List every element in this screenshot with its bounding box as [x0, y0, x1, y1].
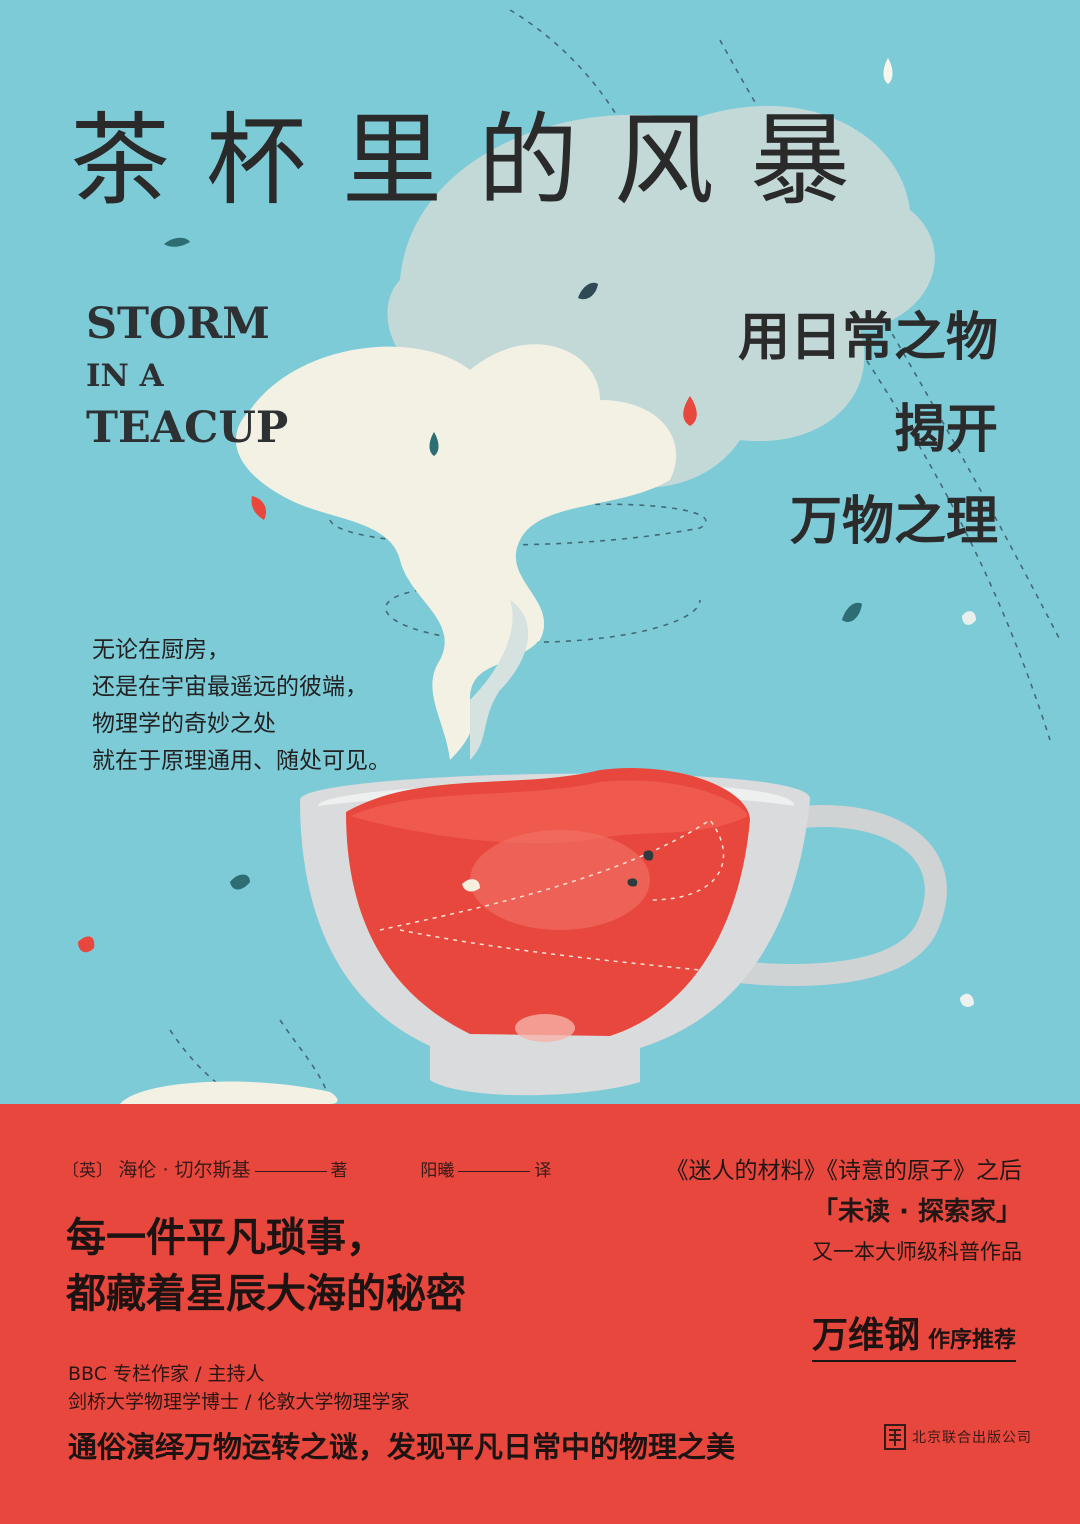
drop-white-3 [960, 993, 974, 1007]
dashed-swirl-right [719, 39, 1061, 641]
book-title: 茶杯里的风暴 [70, 102, 886, 219]
tagline-line-2: 都藏着星辰大海的秘密 [66, 1271, 466, 1317]
bio-line-2: 剑桥大学物理学博士 / 伦敦大学物理学家 [68, 1391, 410, 1413]
tea-dashed-line-1 [379, 818, 725, 931]
tea-leaf-white [462, 879, 480, 892]
blurb-line-3: 物理学的奇妙之处 [92, 711, 276, 737]
tea-leaf-dark-1 [643, 850, 654, 861]
tea-leaf-dark-2 [627, 878, 638, 887]
bio-line-1: BBC 专栏作家 / 主持人 [68, 1363, 265, 1385]
tagline-line-1: 每一件平凡琐事， [66, 1215, 386, 1261]
series-line-3: 又一本大师级科普作品 [812, 1240, 1022, 1264]
drop-dark-1 [578, 282, 598, 300]
dashed-swirl-right-2 [799, 259, 1051, 741]
tea-dashed-line-2 [399, 929, 701, 971]
drop-red-3 [78, 936, 95, 953]
blurb-line-2: 还是在宇宙最遥远的彼端， [92, 674, 368, 700]
drop-white-2 [962, 611, 976, 625]
red-band [0, 1104, 1080, 1524]
preface-author: 万维钢 [811, 1315, 920, 1356]
drop-teal-3 [842, 602, 862, 623]
subtitle-line-2: 揭开 [893, 400, 998, 460]
author-bio: BBC 专栏作家 / 主持人 剑桥大学物理学博士 / 伦敦大学物理学家 [68, 1360, 409, 1416]
author-nationality: 〔英〕 [62, 1161, 113, 1181]
tea-surface [350, 780, 748, 844]
author-name: 海伦 · 切尔斯基 [118, 1159, 251, 1181]
teacup [300, 768, 947, 1096]
english-title-line-1: STORM [86, 299, 270, 349]
saucer-fragment [120, 1081, 338, 1104]
publisher-logo-icon [884, 1424, 906, 1450]
drop-teal-1 [164, 237, 190, 247]
tagline: 每一件平凡琐事， 都藏着星辰大海的秘密 [66, 1210, 466, 1322]
subtitle-line-3: 万物之理 [789, 492, 998, 552]
preface-desc: 作序推荐 [927, 1328, 1016, 1353]
subtitle-line-1: 用日常之物 [737, 308, 998, 368]
bottom-slogan: 通俗演绎万物运转之谜，发现平凡日常中的物理之美 [68, 1430, 736, 1464]
drop-white-1 [883, 58, 893, 84]
preface-recommendation: 万维钢 作序推荐 [811, 1306, 1016, 1362]
dashed-loop-1 [329, 503, 707, 546]
drop-teal-4 [230, 874, 250, 890]
series-line-1: 《迷人的材料》《诗意的原子》之后 [665, 1158, 1023, 1184]
english-title: STORM IN A TEACUP [86, 298, 288, 454]
publisher: 北京联合出版公司 [884, 1424, 1032, 1450]
author-role: 著 [330, 1161, 348, 1181]
blurb-line-1: 无论在厨房， [92, 637, 230, 663]
tea-bottom-glow [515, 1014, 575, 1042]
cover-blurb: 无论在厨房， 还是在宇宙最遥远的彼端， 物理学的奇妙之处 就在于原理通用、随处可… [92, 632, 391, 780]
translator-rule [458, 1170, 531, 1172]
cover-illustration [78, 9, 1061, 1104]
series-info: 《迷人的材料》《诗意的原子》之后 「未读 · 探索家」 又一本大师级科普作品 [666, 1150, 1023, 1272]
tea-glow [470, 830, 650, 930]
author-rule [254, 1170, 327, 1172]
blurb-line-4: 就在于原理通用、随处可见。 [92, 748, 391, 774]
credits: 〔英〕 海伦 · 切尔斯基 著 阳曦 译 [62, 1155, 551, 1182]
steam-front [235, 344, 677, 760]
cup-handle [718, 805, 947, 986]
subtitle: 用日常之物 揭开 万物之理 [738, 292, 998, 568]
translator-role: 译 [534, 1161, 552, 1181]
drop-red-1 [683, 396, 697, 426]
steam-wisp [470, 600, 529, 760]
drop-teal-2 [429, 432, 439, 456]
english-title-line-2: IN A [86, 358, 164, 394]
english-title-line-3: TEACUP [86, 403, 289, 453]
series-line-2: 「未读 · 探索家」 [812, 1197, 1022, 1227]
drop-red-2 [251, 496, 267, 520]
publisher-name: 北京联合出版公司 [912, 1430, 1032, 1446]
translator-name: 阳曦 [420, 1161, 455, 1181]
